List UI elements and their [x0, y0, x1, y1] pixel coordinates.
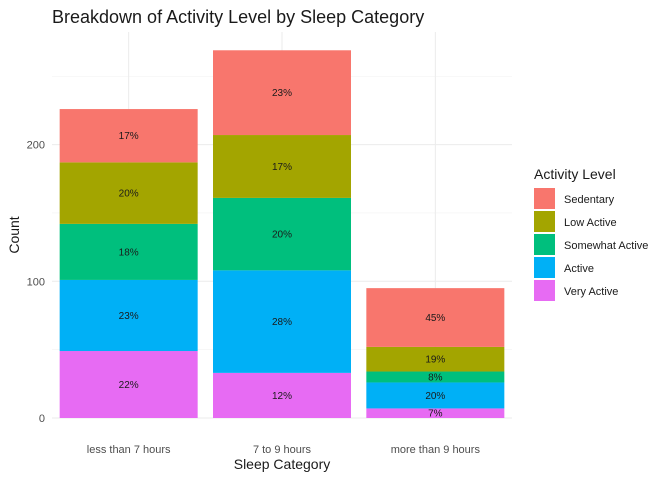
legend-swatch	[534, 280, 555, 301]
bar-segment-low-active	[366, 346, 505, 372]
legend-label: Active	[564, 263, 594, 275]
legend: Activity Level Sedentary Low Active Somewh…	[534, 166, 648, 301]
legend-label: Somewhat Active	[564, 240, 648, 252]
segment-percent-label: 20%	[425, 391, 445, 402]
segment-percent-label: 20%	[272, 230, 292, 241]
segment-percent-label: 28%	[272, 317, 292, 328]
bar-segment-somewhat-active	[366, 371, 505, 383]
segment-labels: 22% 23% 18% 20% 17% 12% 28% 20% 17% 23% 7% 20% 8% 19%…	[119, 88, 446, 420]
x-axis-ticks: less than 7 hours 7 to 9 hours more than 9…	[87, 444, 481, 456]
bar-segment-sedentary	[366, 288, 505, 347]
bar-segment-low-active	[59, 162, 198, 224]
bar-segment-sedentary	[59, 109, 198, 163]
segment-percent-label: 17%	[119, 131, 139, 142]
bar-segment-very-active	[213, 372, 351, 418]
y-axis-ticks: 0 100 200	[27, 140, 45, 425]
legend-swatch	[534, 188, 555, 209]
bar-segment-low-active	[213, 135, 351, 198]
bar-segment-active	[366, 382, 505, 409]
segment-percent-label: 18%	[119, 247, 139, 258]
x-tick-label: less than 7 hours	[87, 444, 171, 456]
y-tick-label: 100	[27, 276, 45, 288]
bar-segment-somewhat-active	[59, 223, 198, 280]
y-tick-label: 200	[27, 140, 45, 152]
legend-label: Very Active	[564, 286, 618, 298]
bar-segment-sedentary	[213, 50, 351, 136]
bar-segment-very-active	[366, 408, 505, 418]
legend-swatch	[534, 211, 555, 232]
segment-percent-label: 12%	[272, 391, 292, 402]
legend-title: Activity Level	[534, 166, 616, 182]
bar-segment-somewhat-active	[213, 197, 351, 271]
legend-label: Sedentary	[564, 194, 615, 206]
legend-label: Low Active	[564, 217, 617, 229]
x-tick-label: 7 to 9 hours	[253, 444, 312, 456]
chart-title: Breakdown of Activity Level by Sleep Cat…	[52, 7, 424, 27]
bar-segment-very-active	[59, 351, 198, 418]
y-axis-title: Count	[6, 216, 22, 253]
bar-segment-active	[59, 279, 198, 352]
segment-percent-label: 23%	[119, 311, 139, 322]
segment-percent-label: 45%	[425, 313, 445, 324]
segment-percent-label: 19%	[425, 355, 445, 366]
segment-percent-label: 20%	[119, 189, 139, 200]
segment-percent-label: 8%	[428, 372, 443, 383]
x-axis-title: Sleep Category	[234, 456, 331, 472]
segment-percent-label: 22%	[119, 380, 139, 391]
legend-swatch	[534, 234, 555, 255]
bars	[59, 50, 505, 418]
x-tick-label: more than 9 hours	[391, 444, 481, 456]
segment-percent-label: 7%	[428, 409, 443, 420]
legend-swatch	[534, 257, 555, 278]
segment-percent-label: 23%	[272, 88, 292, 99]
bar-segment-active	[213, 270, 351, 373]
segment-percent-label: 17%	[272, 162, 292, 173]
y-tick-label: 0	[39, 413, 45, 425]
